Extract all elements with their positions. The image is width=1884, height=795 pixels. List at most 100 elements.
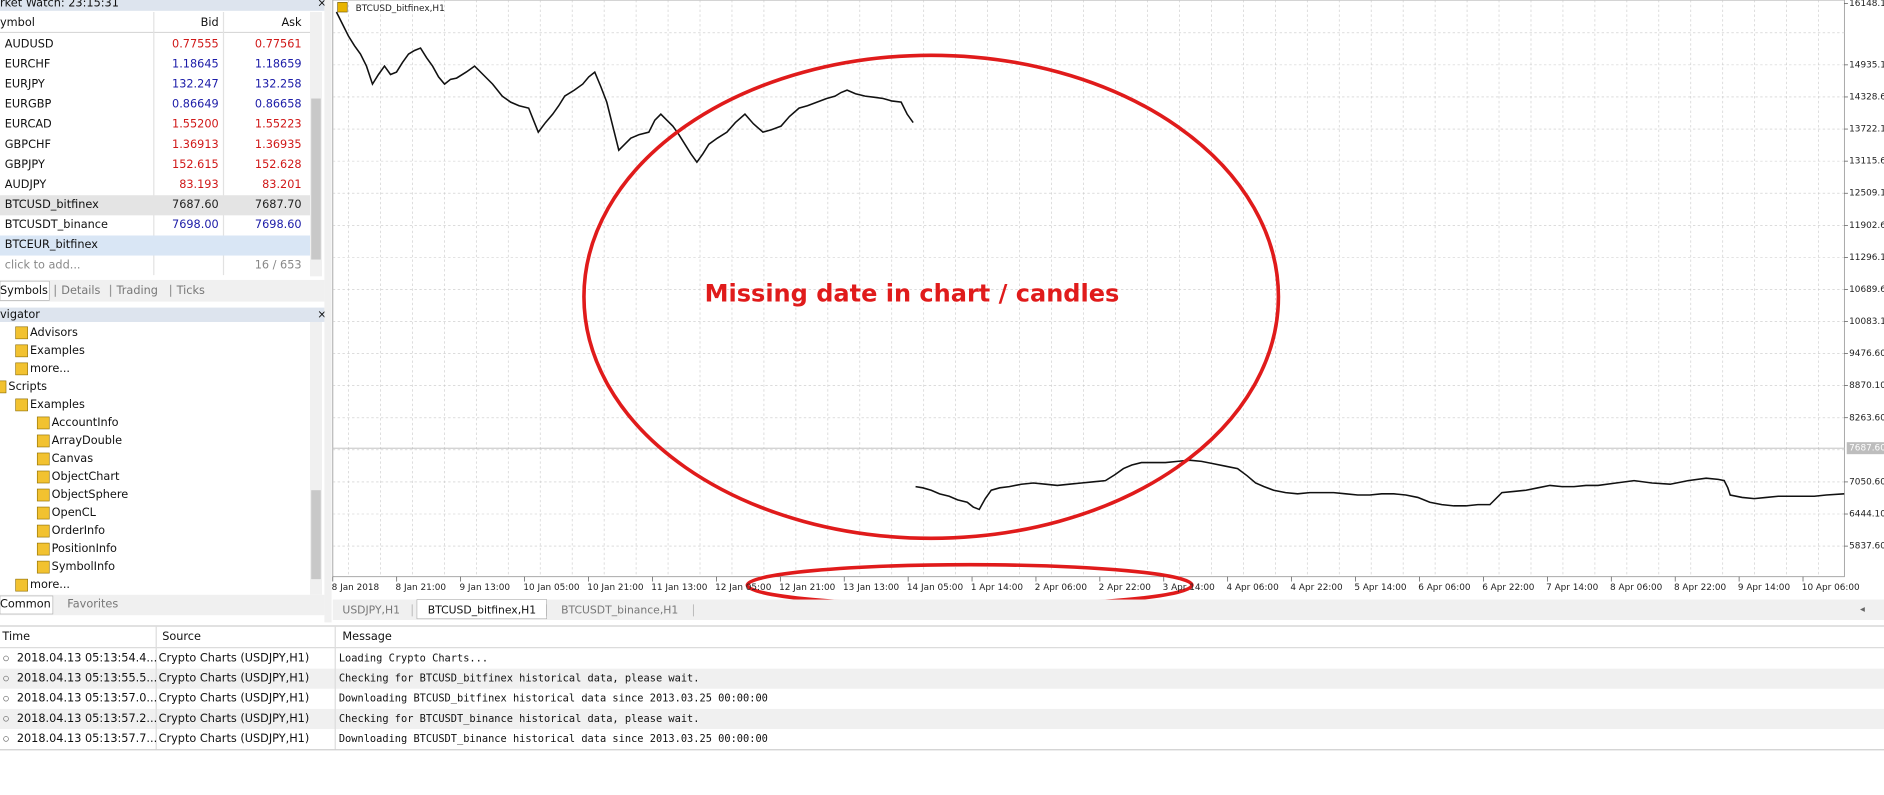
price-label: 6444.10 — [1849, 510, 1884, 520]
bid: 132.247 — [172, 78, 219, 91]
journal-header: Message — [342, 630, 392, 643]
symbol[interactable]: BTCUSDT_binance — [5, 218, 108, 231]
symbol[interactable]: EURJPY — [5, 78, 45, 91]
time-label: 2 Apr 06:00 — [1035, 583, 1088, 593]
time-label: 8 Apr 22:00 — [1674, 583, 1727, 593]
panel-tab[interactable]: Trading — [116, 284, 158, 297]
symbol[interactable]: GBPCHF — [5, 138, 51, 151]
bid: 0.86649 — [172, 98, 219, 111]
journal-message: Checking for BTCUSDT_binance historical … — [339, 713, 700, 725]
tree-item[interactable]: AccountInfo — [52, 416, 119, 429]
time-label: 12 Jan 05:00 — [715, 583, 772, 593]
symbol[interactable]: EURCHF — [5, 58, 51, 71]
scroll-thumb[interactable] — [311, 98, 321, 260]
symbol[interactable]: GBPJPY — [5, 158, 45, 171]
journal-source: Crypto Charts (USDJPY,H1) — [159, 672, 310, 685]
time-label: 6 Apr 22:00 — [1482, 583, 1535, 593]
symbol[interactable]: EURGBP — [5, 98, 52, 111]
panel-tab[interactable]: Ticks — [176, 284, 205, 297]
panel-tab[interactable]: Details — [61, 284, 100, 297]
symbol[interactable]: BTCUSD_bitfinex — [5, 198, 99, 211]
price-label: 16148.1 — [1849, 0, 1884, 9]
journal-message: Downloading BTCUSDT_binance historical d… — [339, 733, 768, 745]
journal-source: Crypto Charts (USDJPY,H1) — [159, 712, 310, 725]
time-label: 8 Apr 06:00 — [1610, 583, 1663, 593]
symbol[interactable]: AUDJPY — [5, 178, 47, 191]
node-icon — [36, 524, 50, 538]
node-icon — [36, 416, 50, 430]
tree-item[interactable]: Examples — [30, 344, 85, 357]
chart-tab[interactable]: BTCUSDT_binance,H1 — [561, 603, 678, 616]
annotation-ellipse — [582, 53, 1281, 541]
tree-item[interactable]: ObjectSphere — [52, 488, 129, 501]
time-label: 12 Jan 21:00 — [779, 583, 836, 593]
ask: 0.86658 — [255, 98, 302, 111]
time-label: 10 Jan 05:00 — [523, 583, 580, 593]
tree-item[interactable]: more... — [30, 578, 70, 591]
ask: 7687.70 — [255, 198, 302, 211]
tree-item[interactable]: Examples — [30, 398, 85, 411]
active-tab[interactable] — [0, 595, 54, 615]
add-symbol[interactable]: click to add... — [5, 259, 81, 272]
tree-item[interactable]: PositionInfo — [52, 542, 117, 555]
price-label: 7050.60 — [1849, 477, 1884, 487]
column-header: ymbol — [0, 16, 35, 29]
panel-tab[interactable]: Common — [0, 597, 51, 610]
price-label: 8263.60 — [1849, 413, 1884, 423]
node-icon — [36, 506, 50, 520]
tree-item[interactable]: SymbolInfo — [52, 560, 115, 573]
close-button[interactable]: × — [317, 0, 326, 10]
tree-item[interactable]: Scripts — [8, 380, 47, 393]
price-label: 13722.1 — [1849, 125, 1884, 135]
tree-item[interactable]: Advisors — [30, 326, 78, 339]
tree-item[interactable]: more... — [30, 362, 70, 375]
chart-tab[interactable]: USDJPY,H1 — [342, 603, 400, 616]
tree-item[interactable]: ObjectChart — [52, 470, 120, 483]
journal-source: Crypto Charts (USDJPY,H1) — [159, 732, 310, 745]
price-curve — [335, 11, 914, 164]
tab-bar — [0, 279, 325, 302]
panel-tab[interactable]: Favorites — [67, 597, 118, 610]
journal-header: Source — [162, 630, 201, 643]
scroll-thumb[interactable] — [311, 490, 321, 580]
symbol[interactable]: BTCEUR_bitfinex — [5, 238, 98, 251]
highlighted-row — [0, 235, 310, 256]
node-icon — [15, 362, 28, 376]
row-bullet — [3, 716, 9, 722]
tab-bar — [0, 594, 325, 616]
price-label: 10083.1 — [1849, 317, 1884, 327]
time-label: 2 Apr 22:00 — [1099, 583, 1152, 593]
tree-item[interactable]: Canvas — [52, 452, 94, 465]
tree-item[interactable]: OrderInfo — [52, 524, 106, 537]
tree-item[interactable]: OpenCL — [52, 506, 97, 519]
panel-title: rket Watch: 23:15:31 — [0, 0, 119, 10]
chart-tab[interactable]: BTCUSD_bitfinex,H1 — [428, 603, 536, 616]
ask: 1.55223 — [255, 118, 302, 131]
node-icon — [36, 452, 50, 466]
time-label: 11 Jan 13:00 — [651, 583, 708, 593]
time-label: 8 Jan 2018 — [332, 583, 380, 593]
tree-item[interactable]: ArrayDouble — [52, 434, 122, 447]
time-label: 5 Apr 14:00 — [1354, 583, 1407, 593]
journal-row-bg — [0, 708, 1884, 730]
journal-row-bg — [0, 668, 1884, 689]
title-bar — [0, 307, 325, 323]
time-label: 4 Apr 22:00 — [1290, 583, 1343, 593]
symbol[interactable]: EURCAD — [5, 118, 52, 131]
symbol[interactable]: AUDUSD — [5, 37, 54, 50]
scroll-arrow[interactable]: ◂ — [1860, 604, 1865, 615]
close-button[interactable]: × — [317, 308, 326, 321]
price-label: 14328.6 — [1849, 92, 1884, 102]
journal-source: Crypto Charts (USDJPY,H1) — [159, 692, 310, 705]
time-label: 4 Apr 06:00 — [1227, 583, 1280, 593]
time-label: 10 Apr 06:00 — [1802, 583, 1860, 593]
active-tab[interactable] — [0, 280, 50, 301]
time-label: 13 Jan 13:00 — [843, 583, 900, 593]
splitter — [324, 0, 332, 623]
panel-tab[interactable]: Symbols — [0, 284, 48, 297]
current-price-box — [1846, 442, 1884, 455]
journal-source: Crypto Charts (USDJPY,H1) — [159, 651, 310, 664]
price-label: 11296.1 — [1849, 253, 1884, 263]
